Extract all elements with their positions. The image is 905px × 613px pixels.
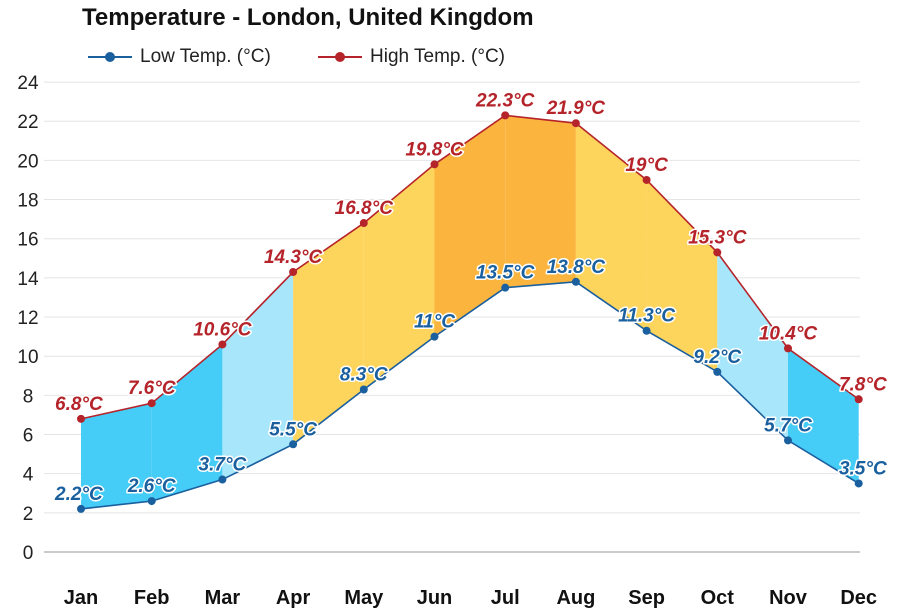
x-tick-label-feb: Feb bbox=[134, 587, 170, 609]
y-tick-label-24: 24 bbox=[17, 73, 39, 94]
y-tick-label-2: 2 bbox=[23, 504, 34, 525]
low-point-feb bbox=[147, 497, 156, 506]
high-point-jul bbox=[501, 111, 510, 120]
y-tick-label-4: 4 bbox=[23, 465, 34, 486]
high-point-oct bbox=[713, 248, 722, 257]
low-point-sep bbox=[642, 326, 651, 335]
low-label-dec: 3.5°C bbox=[839, 458, 887, 479]
low-point-aug bbox=[571, 277, 580, 286]
high-point-dec bbox=[854, 395, 863, 404]
high-temp-line bbox=[80, 114, 860, 420]
high-point-may bbox=[359, 219, 368, 228]
band-jan bbox=[81, 403, 152, 509]
high-label-jun: 19.8°C bbox=[405, 139, 464, 160]
low-label-jul: 13.5°C bbox=[476, 263, 535, 284]
high-label-jan: 6.8°C bbox=[55, 394, 103, 415]
x-tick-label-oct: Oct bbox=[701, 587, 735, 609]
band-feb bbox=[151, 344, 223, 502]
chart-title: Temperature - London, United Kingdom bbox=[82, 4, 534, 31]
x-tick-label-jun: Jun bbox=[417, 587, 453, 609]
band-apr bbox=[293, 223, 364, 445]
low-point-oct bbox=[713, 367, 722, 376]
legend-item-low: Low Temp. (°C) bbox=[88, 44, 271, 70]
y-tick-label-22: 22 bbox=[17, 112, 38, 133]
high-point-apr bbox=[289, 268, 298, 277]
low-point-dec bbox=[854, 479, 863, 488]
legend-marker-low bbox=[105, 52, 115, 62]
low-point-apr bbox=[289, 440, 298, 449]
low-point-mar bbox=[218, 475, 227, 484]
legend-item-high: High Temp. (°C) bbox=[318, 44, 505, 70]
legend-marker-high bbox=[335, 52, 345, 62]
high-point-sep bbox=[642, 175, 651, 184]
high-label-dec: 7.8°C bbox=[839, 374, 887, 395]
high-label-apr: 14.3°C bbox=[264, 247, 323, 268]
high-label-oct: 15.3°C bbox=[688, 227, 747, 248]
x-tick-label-jul: Jul bbox=[491, 587, 520, 609]
x-tick-label-nov: Nov bbox=[769, 587, 808, 609]
high-point-feb bbox=[147, 399, 156, 408]
band-nov bbox=[788, 348, 859, 484]
x-tick-label-dec: Dec bbox=[840, 587, 877, 609]
band-mar bbox=[222, 272, 294, 480]
band-aug bbox=[575, 123, 647, 331]
y-tick-label-20: 20 bbox=[17, 151, 38, 172]
y-tick-label-0: 0 bbox=[23, 543, 34, 564]
high-point-nov bbox=[784, 344, 792, 353]
y-tick-label-6: 6 bbox=[23, 426, 34, 447]
legend-swatch-low bbox=[88, 47, 132, 67]
high-label-aug: 21.9°C bbox=[546, 98, 606, 119]
x-tick-label-mar: Mar bbox=[205, 587, 241, 609]
low-point-may bbox=[359, 385, 368, 394]
y-tick-label-8: 8 bbox=[23, 386, 34, 407]
band-jun bbox=[434, 115, 506, 337]
x-tick-label-jan: Jan bbox=[64, 587, 98, 609]
high-point-aug bbox=[571, 119, 580, 128]
high-label-sep: 19°C bbox=[625, 155, 668, 176]
x-tick-label-may: May bbox=[344, 587, 384, 609]
y-tick-label-14: 14 bbox=[17, 269, 39, 290]
low-point-jan bbox=[77, 504, 85, 513]
low-label-sep: 11.3°C bbox=[618, 306, 675, 327]
legend-swatch-high bbox=[318, 47, 362, 67]
low-label-apr: 5.5°C bbox=[269, 419, 317, 440]
x-tick-label-aug: Aug bbox=[556, 587, 595, 609]
band-oct bbox=[717, 252, 788, 441]
low-point-jun bbox=[430, 332, 439, 341]
low-label-jun: 11°C bbox=[414, 312, 455, 333]
band-may bbox=[363, 164, 435, 390]
high-label-mar: 10.6°C bbox=[193, 319, 252, 340]
low-label-feb: 2.6°C bbox=[127, 476, 176, 497]
low-temp-line bbox=[80, 280, 860, 510]
band-sep bbox=[646, 179, 718, 372]
low-label-may: 8.3°C bbox=[340, 364, 388, 385]
band-jul bbox=[505, 115, 576, 288]
high-point-jun bbox=[430, 160, 439, 169]
x-tick-label-sep: Sep bbox=[628, 587, 665, 609]
low-label-mar: 3.7°C bbox=[199, 455, 247, 476]
legend-label-high: High Temp. (°C) bbox=[370, 46, 506, 67]
y-tick-label-16: 16 bbox=[17, 230, 38, 251]
high-label-may: 16.8°C bbox=[335, 198, 394, 219]
low-point-jul bbox=[501, 283, 510, 292]
low-label-oct: 9.2°C bbox=[693, 347, 741, 368]
low-label-jan: 2.2°C bbox=[54, 484, 103, 505]
y-tick-label-18: 18 bbox=[17, 191, 38, 212]
legend-label-low: Low Temp. (°C) bbox=[140, 46, 271, 67]
x-tick-label-apr: Apr bbox=[276, 587, 311, 609]
high-point-jan bbox=[77, 414, 85, 423]
y-tick-label-10: 10 bbox=[17, 347, 38, 368]
y-tick-label-12: 12 bbox=[17, 308, 38, 329]
high-label-nov: 10.4°C bbox=[759, 323, 818, 344]
high-label-jul: 22.3°C bbox=[475, 90, 535, 111]
high-label-feb: 7.6°C bbox=[128, 378, 176, 399]
low-label-nov: 5.7°C bbox=[764, 415, 812, 436]
low-label-aug: 13.8°C bbox=[547, 257, 606, 278]
high-point-mar bbox=[218, 340, 227, 349]
low-point-nov bbox=[784, 436, 792, 445]
